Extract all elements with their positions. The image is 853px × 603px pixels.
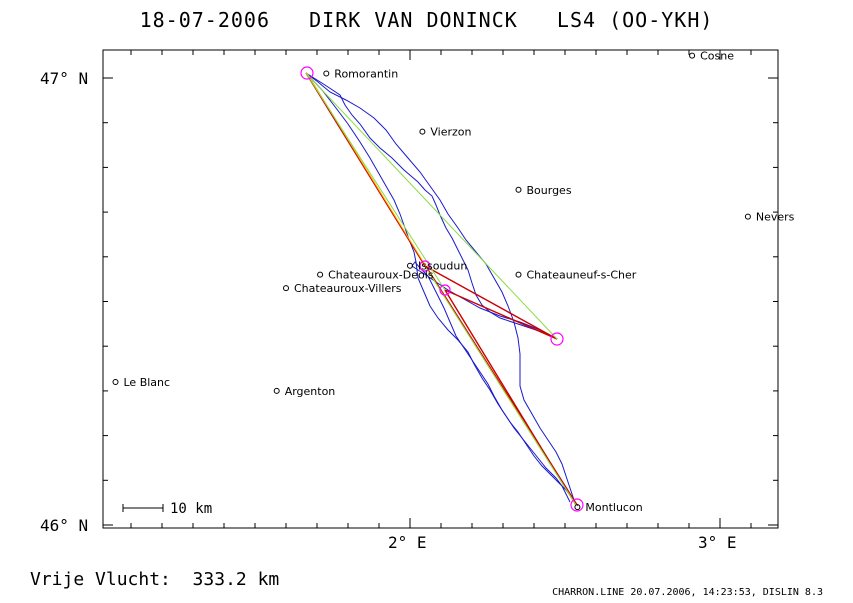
task-leg-3	[444, 289, 558, 340]
map-title: 18-07-2006 DIRK VAN DONINCK LS4 (OO-YKH)	[139, 8, 714, 32]
green-leg-3	[305, 72, 446, 291]
lat-label-46: 46° N	[40, 516, 88, 535]
turnpoints	[300, 66, 584, 512]
town-label: Le Blanc	[124, 376, 171, 389]
towns: Romorantin Cosne Vierzon Bourges Nevers Issou…	[112, 50, 795, 514]
lon-label-3: 3° E	[698, 533, 737, 552]
town-label: Chateauroux-Villers	[294, 282, 402, 295]
town-marker	[419, 128, 426, 135]
town-label: Montlucon	[585, 501, 642, 514]
town-marker	[273, 387, 280, 394]
town-marker	[317, 271, 324, 278]
green-leg-2	[424, 265, 577, 506]
town-marker	[574, 504, 581, 511]
town-marker	[515, 186, 522, 193]
town-label: Romorantin	[334, 68, 398, 81]
town-marker	[112, 378, 119, 385]
town-marker	[744, 213, 751, 220]
distance-label: Vrije Vlucht: 333.2 km	[30, 569, 280, 590]
turnpoint-marker	[550, 332, 564, 346]
scale-bar	[122, 504, 164, 512]
town-label: Vierzon	[430, 126, 471, 139]
track-leg-west	[305, 72, 571, 503]
turnpoint-marker	[419, 260, 431, 272]
turnpoint-marker	[439, 284, 451, 296]
footer-info: CHARRON.LINE 20.07.2006, 14:23:53, DISLI…	[552, 587, 823, 598]
turnpoint-marker	[300, 66, 314, 80]
town-label: Chateauroux-Deols	[328, 269, 434, 282]
track-leg-in	[411, 261, 577, 505]
town-marker	[323, 70, 330, 77]
turnpoint-marker	[570, 498, 584, 512]
town-label: Cosne	[700, 50, 734, 63]
lon-label-2: 2° E	[388, 533, 427, 552]
town-label: Chateauneuf-s-Cher	[527, 269, 637, 282]
task-leg-4c	[425, 265, 579, 507]
scale-label: 10 km	[170, 501, 212, 517]
town-marker	[407, 262, 413, 269]
town-marker	[689, 52, 696, 59]
axis-ticks	[103, 50, 778, 528]
task-leg-2	[424, 265, 558, 340]
track-leg-east	[305, 72, 575, 501]
green-leg-1	[305, 72, 558, 340]
lat-label-47: 47° N	[40, 69, 88, 88]
task-leg-1	[305, 72, 426, 267]
town-marker	[515, 271, 522, 278]
town-label: Issoudun	[418, 260, 467, 273]
town-label: Nevers	[756, 211, 795, 224]
task-lines	[305, 72, 579, 507]
town-marker	[283, 285, 289, 292]
town-label: Argenton	[285, 385, 336, 398]
town-label: Bourges	[527, 184, 572, 197]
